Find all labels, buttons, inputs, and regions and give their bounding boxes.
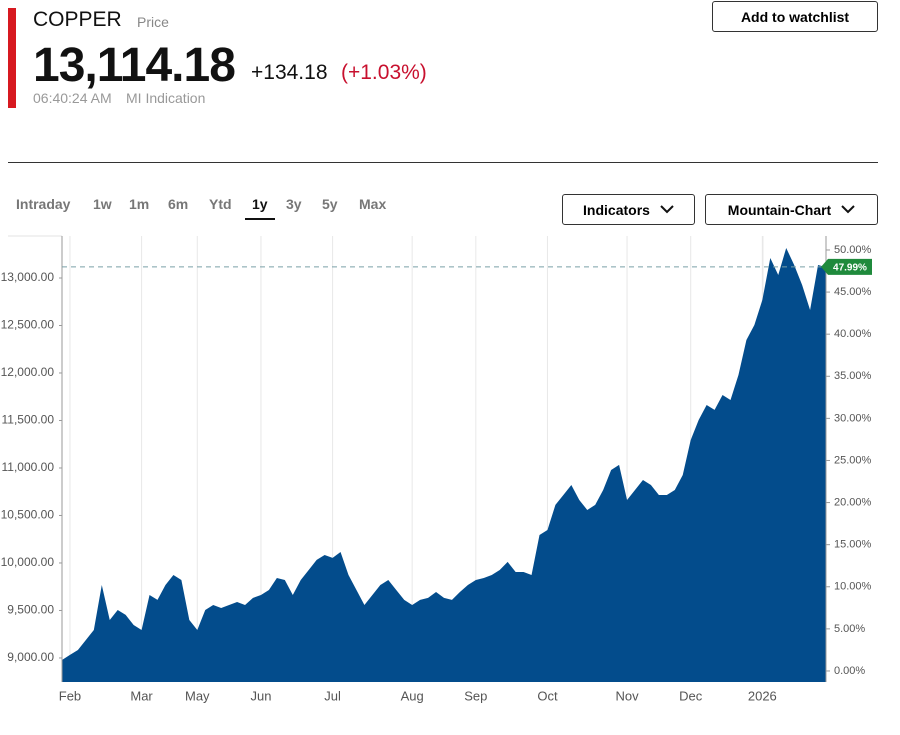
y2-tick-label: 40.00% <box>834 328 872 340</box>
y-tick-label: 9,500.00 <box>7 603 54 617</box>
y2-tick-label: 0.00% <box>834 665 865 677</box>
chevron <box>660 205 674 214</box>
label: Indicators <box>583 201 650 218</box>
y2-tick-label: 45.00% <box>834 286 872 298</box>
x-tick-label: 2026 <box>748 688 777 703</box>
y-tick-label: 11,500.00 <box>2 413 55 427</box>
y-tick-label: 10,000.00 <box>1 555 55 569</box>
x-tick-label: Dec <box>679 688 703 703</box>
tab[interactable]: 5y <box>322 196 338 212</box>
tab[interactable]: 3y <box>286 196 302 212</box>
y2-tick-label: 15.00% <box>834 539 872 551</box>
tab[interactable]: Intraday <box>16 196 71 212</box>
x-tick-label: May <box>185 688 210 703</box>
y2-tick-label: 5.00% <box>834 623 865 635</box>
y2-tick-label: 20.00% <box>834 496 872 508</box>
symbol: COPPER <box>33 8 122 31</box>
x-tick-label: Nov <box>615 688 639 703</box>
y2-tick-label: 30.00% <box>834 412 872 424</box>
style-button[interactable]: Mountain-Chart <box>705 194 878 225</box>
x-tick-label: Sep <box>464 688 487 703</box>
y-tick-label: 9,000.00 <box>7 650 54 664</box>
price: 13,114.18 <box>33 39 236 92</box>
change-pct: (+1.03%) <box>341 61 427 84</box>
label: Mountain-Chart <box>727 201 832 218</box>
x-tick-label: Jun <box>250 688 271 703</box>
divider <box>8 162 878 163</box>
current-badge <box>821 258 872 275</box>
change: +134.18 <box>251 61 328 84</box>
y-tick-label: 11,000.00 <box>2 460 55 474</box>
indicators-button[interactable]: Indicators <box>562 194 695 225</box>
y2-tick-label: 50.00% <box>834 244 872 256</box>
watchlist-button[interactable]: Add to watchlist <box>712 1 878 32</box>
tab[interactable]: 1y <box>245 196 275 220</box>
y2-tick-label: 25.00% <box>834 454 872 466</box>
x-tick-label: Oct <box>537 688 558 703</box>
y-tick-label: 12,000.00 <box>1 365 55 379</box>
x-tick-label: Jul <box>324 688 341 703</box>
y-tick-label: 12,500.00 <box>1 318 55 332</box>
tab[interactable]: 1m <box>129 196 150 212</box>
y2-tick-label: 10.00% <box>834 581 872 593</box>
chevron <box>841 205 855 214</box>
y2-tick-label: 35.00% <box>834 370 872 382</box>
source: MI Indication <box>126 90 206 106</box>
accent-bar <box>8 8 16 108</box>
y-tick-label: 10,500.00 <box>1 508 55 522</box>
time: 06:40:24 AM <box>33 90 112 106</box>
x-tick-label: Feb <box>59 688 81 703</box>
x-tick-label: Aug <box>401 688 424 703</box>
area <box>62 247 826 682</box>
tab[interactable]: Ytd <box>209 196 232 212</box>
kind: Price <box>137 14 169 30</box>
current-label: 47.99% <box>833 263 867 274</box>
y-tick-label: 13,000.00 <box>1 270 55 284</box>
x-tick-label: Mar <box>130 688 153 703</box>
tab[interactable]: 6m <box>168 196 189 212</box>
tab[interactable]: 1w <box>93 196 112 212</box>
tab[interactable]: Max <box>359 196 387 212</box>
